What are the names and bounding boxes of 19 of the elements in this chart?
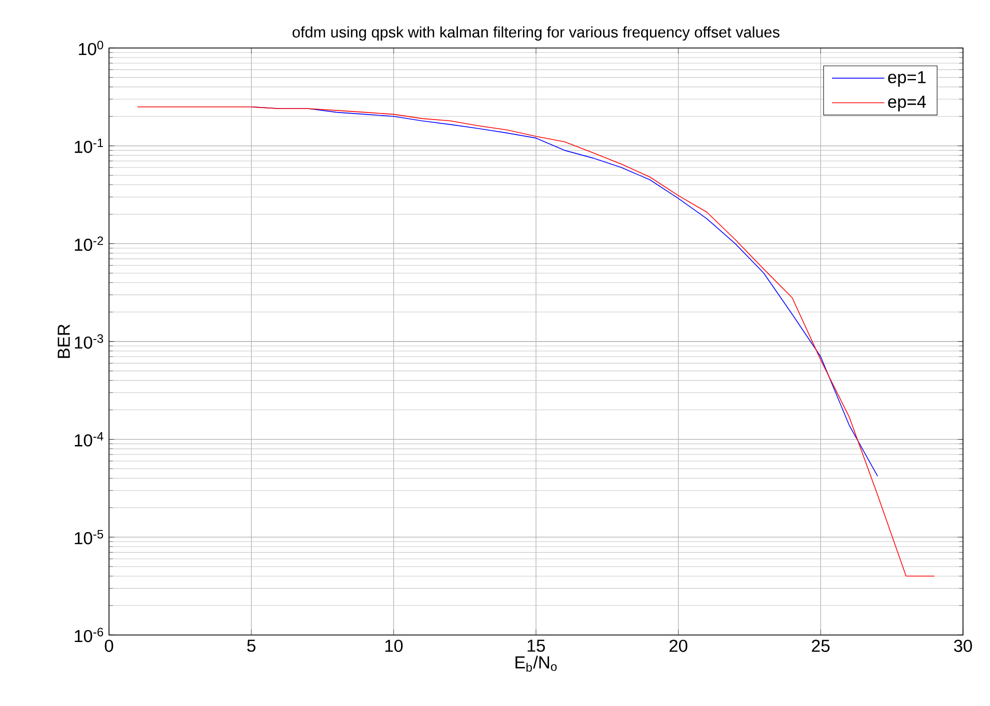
x-tick-label: 30 — [954, 640, 972, 652]
y-tick-label: 10$^{-1}$ — [74, 138, 104, 153]
x-tick-label: 20 — [670, 640, 688, 652]
x-tick-label: 25 — [812, 640, 830, 652]
y-tick-label: 10$^{-3}$ — [74, 334, 104, 349]
chart-title: ofdm using qpsk with kalman filtering for various frequency offset values — [292, 26, 780, 41]
y-tick-label: 10$^{-4}$ — [74, 432, 104, 446]
x-tick-label: 0 — [104, 640, 114, 652]
y-axis-title: BER — [58, 324, 70, 358]
legend-label: ep=1 — [888, 71, 926, 87]
y-tick-label: 10$^{-2}$ — [74, 236, 104, 251]
y-tick-label: 10$^{0}$ — [78, 40, 104, 56]
legend-label: ep=4 — [888, 96, 926, 112]
x-tick-label: 5 — [247, 640, 256, 652]
x-tick-label: 15 — [528, 640, 545, 652]
x-tick-label: 10 — [385, 640, 403, 652]
y-tick-label: 10$^{-5}$ — [74, 530, 104, 544]
y-tick-label: 10$^{-6}$ — [74, 628, 104, 642]
x-axis-title: E$_{b}$/N$_{o}$ — [516, 656, 557, 672]
